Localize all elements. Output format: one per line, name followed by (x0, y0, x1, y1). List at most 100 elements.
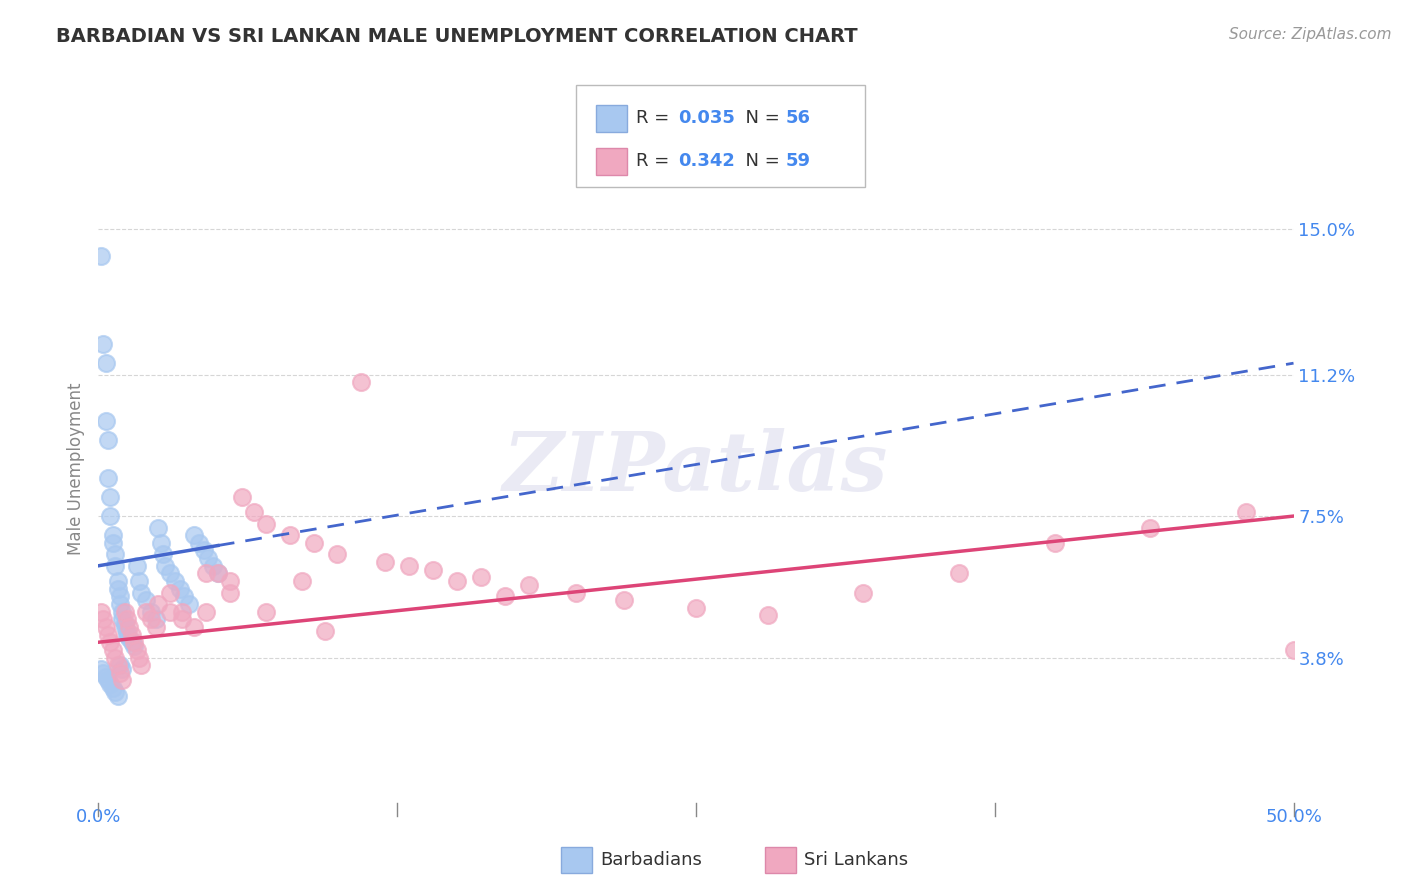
Point (98, 490, 122, 504)
Y-axis label: Male Unemployment: Male Unemployment (66, 382, 84, 555)
Point (219, 585, 242, 599)
Point (98, 509, 122, 524)
Point (350, 376, 373, 390)
Point (101, 528, 124, 542)
Point (131, 658, 153, 673)
Point (374, 555, 396, 569)
Point (278, 528, 301, 542)
Point (108, 597, 131, 611)
Point (131, 585, 153, 599)
Text: R =: R = (636, 153, 675, 170)
Point (139, 605, 162, 619)
Point (494, 590, 516, 604)
Point (183, 620, 205, 634)
Point (517, 578, 540, 592)
Text: N =: N = (734, 110, 786, 128)
Point (145, 612, 167, 626)
Point (135, 593, 157, 607)
Point (194, 605, 217, 619)
Point (114, 605, 136, 619)
Point (159, 605, 181, 619)
Point (1139, 520, 1161, 534)
Point (94, 413, 117, 427)
Point (111, 605, 134, 619)
Point (101, 536, 124, 550)
Point (107, 582, 129, 596)
Point (148, 520, 170, 534)
Point (94, 356, 117, 370)
Text: Barbadians: Barbadians (600, 851, 702, 869)
Point (128, 574, 150, 588)
Point (187, 536, 209, 550)
Point (98, 677, 122, 691)
Point (111, 662, 134, 676)
Point (121, 635, 143, 649)
Point (101, 643, 124, 657)
Point (183, 528, 205, 542)
Point (148, 597, 170, 611)
Text: 56: 56 (786, 110, 811, 128)
Point (90, 605, 112, 619)
Point (398, 558, 420, 573)
Text: 0.342: 0.342 (678, 153, 734, 170)
Text: N =: N = (734, 153, 786, 170)
Point (125, 643, 148, 657)
Point (326, 547, 349, 561)
Point (107, 658, 129, 673)
Point (124, 639, 146, 653)
Point (115, 612, 138, 626)
Point (108, 665, 131, 680)
Point (1282, 643, 1305, 657)
Point (115, 627, 138, 641)
Point (948, 566, 970, 581)
Point (104, 685, 127, 699)
Point (852, 585, 875, 599)
Point (254, 605, 277, 619)
Point (254, 516, 277, 531)
Point (1043, 536, 1066, 550)
Point (107, 574, 129, 588)
Point (207, 566, 229, 581)
Text: Source: ZipAtlas.com: Source: ZipAtlas.com (1229, 27, 1392, 42)
Point (125, 558, 148, 573)
Point (315, 624, 337, 638)
Point (135, 605, 157, 619)
Point (163, 574, 186, 588)
Point (108, 590, 131, 604)
Point (114, 620, 136, 634)
Point (108, 658, 131, 673)
Point (111, 673, 134, 688)
Point (121, 627, 143, 641)
Point (159, 566, 181, 581)
Point (97, 471, 120, 485)
Point (302, 536, 325, 550)
Point (97, 627, 120, 641)
Point (169, 582, 191, 596)
Point (243, 505, 266, 519)
Point (470, 570, 492, 584)
Point (107, 689, 129, 703)
Point (756, 608, 779, 623)
Text: Sri Lankans: Sri Lankans (804, 851, 908, 869)
Point (97, 433, 120, 447)
Point (111, 612, 134, 626)
Text: 0.035: 0.035 (678, 110, 734, 128)
Point (1234, 505, 1257, 519)
Point (94, 670, 117, 684)
Point (128, 650, 150, 665)
Point (231, 490, 253, 504)
Point (90, 662, 112, 676)
Point (91, 612, 114, 626)
Point (94, 620, 117, 634)
Point (149, 536, 172, 550)
Point (159, 585, 181, 599)
Point (685, 600, 707, 615)
Text: 59: 59 (786, 153, 811, 170)
Point (104, 558, 127, 573)
Text: BARBADIAN VS SRI LANKAN MALE UNEMPLOYMENT CORRELATION CHART: BARBADIAN VS SRI LANKAN MALE UNEMPLOYMEN… (56, 27, 858, 45)
Point (145, 620, 167, 634)
Point (172, 605, 194, 619)
Point (124, 635, 146, 649)
Point (118, 632, 141, 646)
Point (219, 574, 242, 588)
